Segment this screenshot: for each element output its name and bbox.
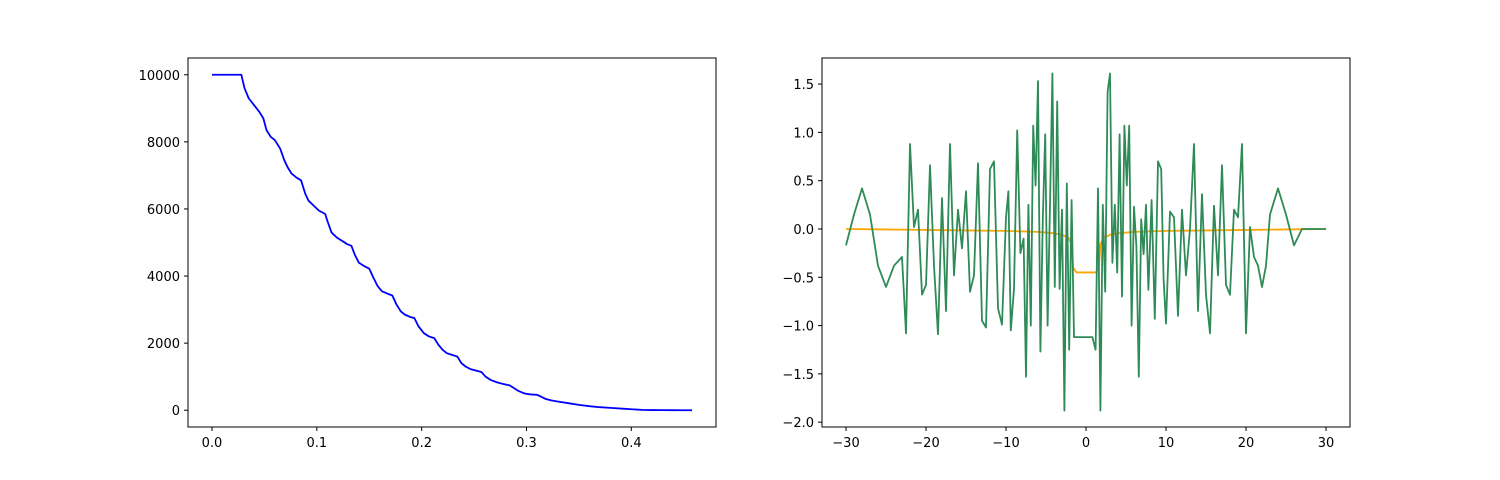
x-tick-label: 0.1 (306, 436, 327, 451)
y-tick-label: −1.0 (782, 320, 814, 335)
y-tick-label: −0.5 (782, 271, 814, 286)
chart-2: −30 −20 −10 0 10 20 30 −2.0 −1.5 −1.0 −0.5 0.0 0.5 1.… (782, 57, 1351, 451)
x-tick-label: 0.4 (621, 436, 642, 451)
x-tick-label: 20 (1238, 436, 1255, 451)
x-tick-label: 0 (1082, 436, 1090, 451)
x-tick-label: 0.3 (516, 436, 537, 451)
y-tick-label: 1.0 (793, 126, 814, 141)
x-tick-label: 0.0 (202, 436, 223, 451)
x-tick-label: −20 (912, 436, 939, 451)
y-tick-label: 10000 (139, 69, 180, 84)
y-tick-label: 0 (172, 404, 180, 419)
y-tick-label: −2.0 (782, 416, 814, 431)
y-tick-label: 8000 (147, 136, 180, 151)
axes-frame (187, 57, 717, 428)
x-tick-label: 0.2 (411, 436, 432, 451)
y-tick-label: 0.5 (793, 175, 814, 190)
x-tick-label: 30 (1318, 436, 1335, 451)
chart-1: 0.0 0.1 0.2 0.3 0.4 0 2000 4000 6000 8000 10000 (139, 57, 717, 451)
x-tick-label: −10 (992, 436, 1019, 451)
x-tick-label: 10 (1158, 436, 1175, 451)
y-tick-label: 2000 (147, 337, 180, 352)
x-tick-label: −30 (832, 436, 859, 451)
series-line-1 (212, 73, 693, 412)
series-line-1 (845, 228, 1327, 274)
y-tick-label: 6000 (147, 203, 180, 218)
series-line-2 (845, 72, 1326, 412)
y-tick-label: 0.0 (793, 223, 814, 238)
y-tick-label: 1.5 (793, 78, 814, 93)
y-tick-label: 4000 (147, 270, 180, 285)
y-tick-label: −1.5 (782, 368, 814, 383)
